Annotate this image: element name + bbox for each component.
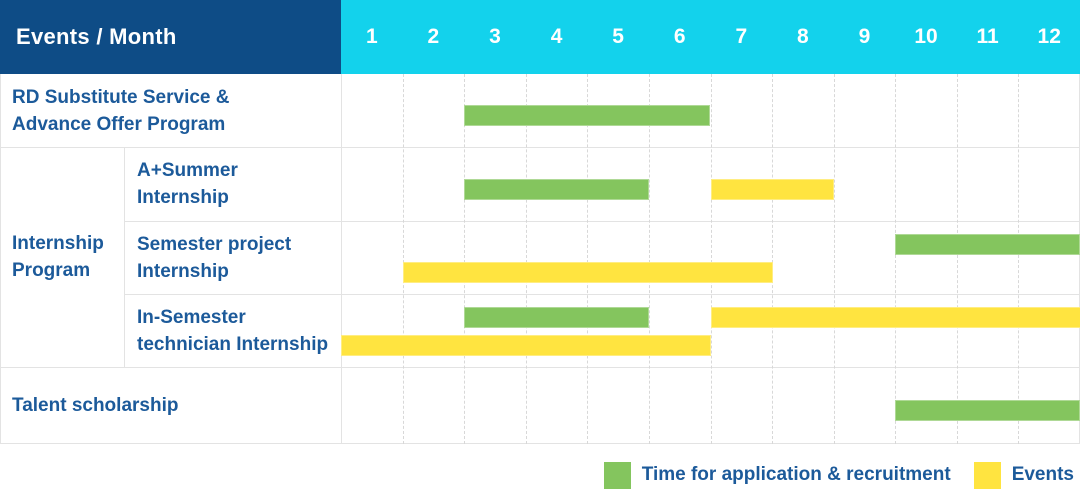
bar-event (711, 307, 1080, 328)
row-border (0, 367, 1080, 368)
month-label-9: 9 (858, 25, 871, 48)
bar-recruitment (464, 307, 649, 328)
gridline-month (464, 74, 465, 444)
bar-recruitment (895, 400, 1080, 421)
row-label-talent-scholarship: Talent scholarship (12, 395, 179, 416)
gridline-month (711, 74, 712, 444)
header-events-month-cell: Events / Month (0, 0, 341, 74)
gridline-month (526, 74, 527, 444)
gridline-month (587, 74, 588, 444)
row-label-rd-substitute: RD Substitute Service & Advance Offer Pr… (12, 86, 230, 135)
bar-recruitment (464, 179, 649, 200)
month-label-4: 4 (550, 25, 563, 48)
bar-event (403, 262, 773, 283)
month-label-8: 8 (797, 25, 809, 48)
legend-label-events: Events (1011, 464, 1074, 485)
row-border (124, 221, 1080, 222)
gridline-month (895, 74, 896, 444)
row-border (124, 294, 1080, 295)
row-border (0, 147, 1080, 148)
column-border (124, 147, 125, 367)
row-border (0, 443, 1080, 444)
legend-swatch-events (973, 461, 1001, 489)
gridline-month (957, 74, 958, 444)
bar-event (711, 179, 834, 200)
gridline-month (403, 74, 404, 444)
bar-recruitment (895, 234, 1080, 255)
gridline-month (649, 74, 650, 444)
month-label-12: 12 (1037, 25, 1061, 48)
gridline-month (772, 74, 773, 444)
month-label-7: 7 (735, 25, 748, 48)
legend-label-recruitment: Time for application & recruitment (641, 464, 951, 485)
month-label-3: 3 (489, 25, 501, 48)
month-label-1: 1 (365, 25, 378, 48)
month-label-6: 6 (673, 25, 686, 48)
row-group-label-internship-program: Internship Program (12, 233, 104, 281)
row-label-semester-project-internship: Semester project Internship (137, 233, 292, 282)
month-label-2: 2 (427, 25, 440, 48)
bar-recruitment (464, 105, 710, 126)
gridline-month (1018, 74, 1019, 444)
month-label-10: 10 (914, 25, 938, 48)
legend: Time for application & recruitment Event… (603, 460, 1074, 490)
row-label-a-summer-internship: A+Summer Internship (137, 160, 238, 208)
column-border (0, 74, 1, 444)
month-label-5: 5 (612, 25, 624, 48)
month-header-row: 1 2 3 4 5 6 7 8 9 10 11 12 (341, 0, 1080, 74)
gridline-month (834, 74, 835, 444)
month-label-11: 11 (976, 25, 999, 48)
column-border (341, 74, 342, 444)
bar-event (341, 335, 711, 356)
row-label-in-semester-technician-internship: In-Semester technician Internship (137, 306, 329, 355)
header-events-month-label: Events / Month (16, 24, 177, 49)
legend-swatch-recruitment (603, 461, 631, 489)
